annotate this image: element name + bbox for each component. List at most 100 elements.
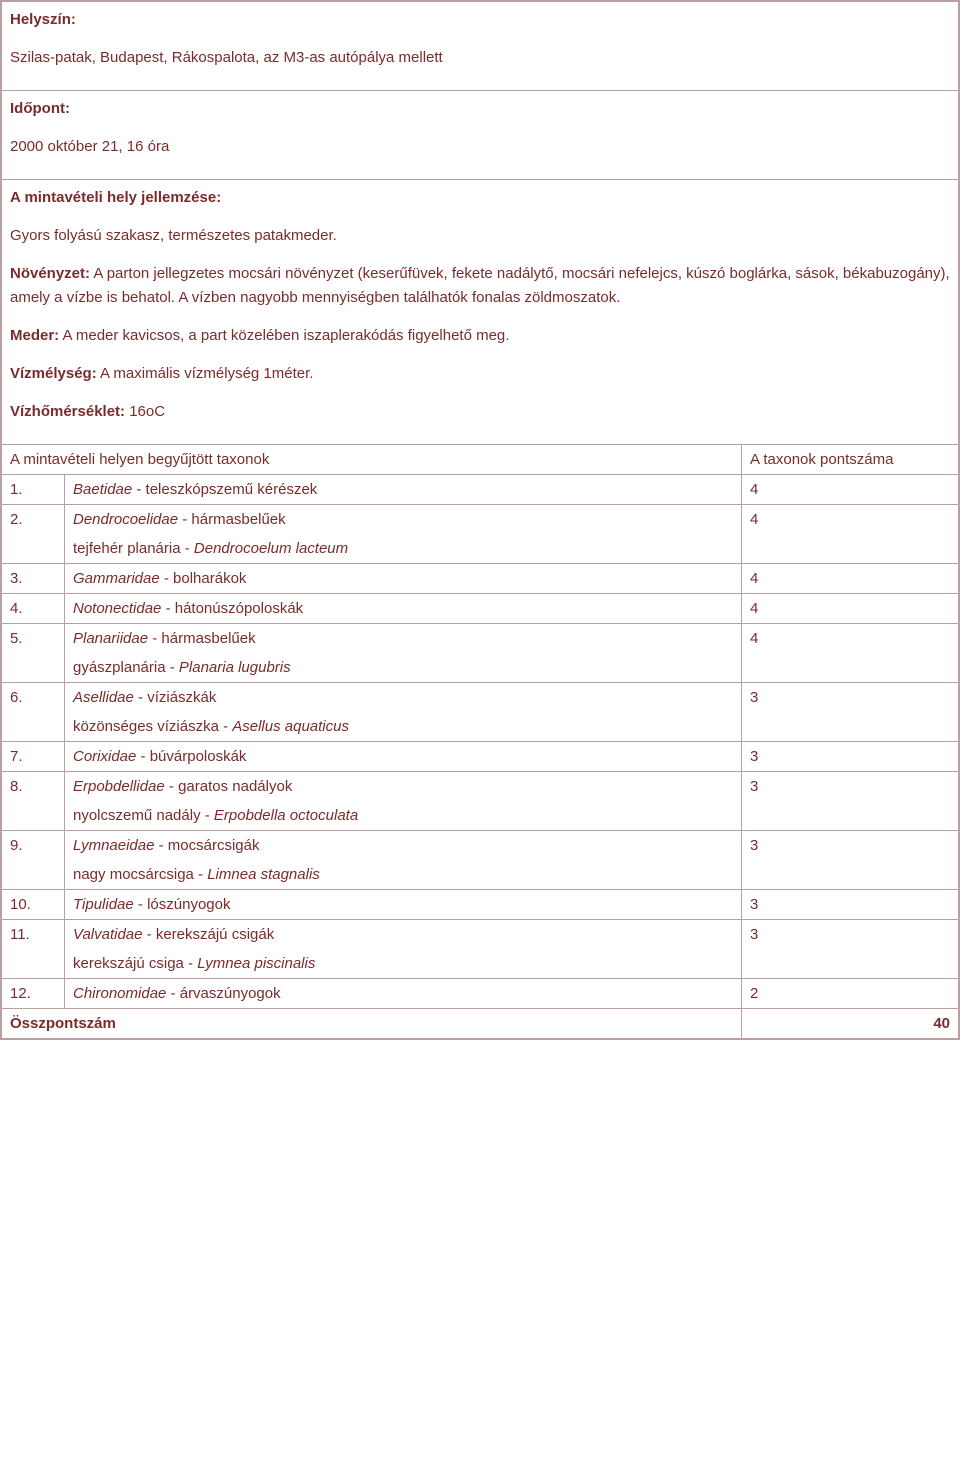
subspecies-cell: nagy mocsárcsiga - Limnea stagnalis (65, 860, 742, 890)
table-row: 4.Notonectidae - hátonúszópoloskák4 (1, 594, 959, 624)
taxon-cell: Dendrocoelidae - hármasbelűek (65, 505, 742, 535)
score-cell: 3 (742, 772, 960, 831)
taxon-common: - árvaszúnyogok (166, 985, 280, 1002)
taxon-common: - hármasbelűek (148, 630, 256, 647)
table-row: 8.Erpobdellidae - garatos nadályok3 (1, 772, 959, 802)
vegetation-body: A parton jellegzetes mocsári növényzet (… (10, 265, 950, 306)
temp-body: 16oC (125, 403, 165, 420)
location-label: Helyszín: (10, 8, 950, 32)
subspecies-cell: nyolcszemű nadály - Erpobdella octoculat… (65, 801, 742, 831)
temp-label: Vízhőmérséklet: (10, 403, 125, 420)
taxon-family: Corixidae (73, 748, 136, 765)
subspecies-prefix: kerekszájú csiga - (73, 955, 197, 972)
depth-text: Vízmélység: A maximális vízmélység 1méte… (10, 362, 950, 386)
depth-body: A maximális vízmélység 1méter. (97, 365, 314, 382)
score-cell: 4 (742, 594, 960, 624)
description-block: A mintavételi hely jellemzése: Gyors fol… (1, 180, 959, 445)
time-block: Időpont: 2000 október 21, 16 óra (1, 91, 959, 180)
subspecies-name: Limnea stagnalis (207, 866, 320, 883)
sum-label: Összpontszám (1, 1009, 742, 1040)
taxon-common: - hátonúszópoloskák (161, 600, 303, 617)
time-label: Időpont: (10, 97, 950, 121)
taxon-family: Chironomidae (73, 985, 166, 1002)
meder-label: Meder: (10, 327, 59, 344)
subspecies-cell: kerekszájú csiga - Lymnea piscinalis (65, 949, 742, 979)
row-number: 8. (1, 772, 65, 831)
table-row: 2.Dendrocoelidae - hármasbelűek4 (1, 505, 959, 535)
table-row: 1. Baetidae - teleszkópszemű kérészek 4 (1, 475, 959, 505)
row-number: 2. (1, 505, 65, 564)
taxon-common: - bolharákok (160, 570, 247, 587)
score-cell: 4 (742, 564, 960, 594)
taxon-common: - víziászkák (134, 689, 217, 706)
subspecies-name: Asellus aquaticus (232, 718, 349, 735)
subspecies-name: Dendrocoelum lacteum (194, 540, 348, 557)
subspecies-name: Erpobdella octoculata (214, 807, 358, 824)
document-table: Helyszín: Szilas-patak, Budapest, Rákosp… (0, 0, 960, 1040)
taxon-family: Notonectidae (73, 600, 161, 617)
taxon-cell: Gammaridae - bolharákok (65, 564, 742, 594)
score-cell: 3 (742, 920, 960, 979)
table-row: 7.Corixidae - búvárpoloskák3 (1, 742, 959, 772)
table-row: 9.Lymnaeidae - mocsárcsigák3 (1, 831, 959, 861)
row-number: 12. (1, 979, 65, 1009)
meder-text: Meder: A meder kavicsos, a part közelébe… (10, 324, 950, 348)
taxon-common: - lószúnyogok (134, 896, 231, 913)
depth-label: Vízmélység: (10, 365, 97, 382)
subspecies-cell: gyászplanária - Planaria lugubris (65, 653, 742, 683)
score-header: A taxonok pontszáma (742, 445, 960, 475)
taxon-family: Asellidae (73, 689, 134, 706)
row-number: 7. (1, 742, 65, 772)
taxon-header: A mintavételi helyen begyűjtött taxonok (1, 445, 742, 475)
taxon-cell: Chironomidae - árvaszúnyogok (65, 979, 742, 1009)
taxon-family: Tipulidae (73, 896, 134, 913)
taxon-cell: Planariidae - hármasbelűek (65, 624, 742, 654)
table-row: 6.Asellidae - víziászkák3 (1, 683, 959, 713)
score-cell: 2 (742, 979, 960, 1009)
subspecies-prefix: nyolcszemű nadály - (73, 807, 214, 824)
location-block: Helyszín: Szilas-patak, Budapest, Rákosp… (1, 1, 959, 91)
subspecies-prefix: nagy mocsárcsiga - (73, 866, 207, 883)
taxon-cell: Asellidae - víziászkák (65, 683, 742, 713)
taxon-family: Lymnaeidae (73, 837, 154, 854)
score-cell: 3 (742, 890, 960, 920)
subspecies-cell: tejfehér planária - Dendrocoelum lacteum (65, 534, 742, 564)
taxon-cell: Lymnaeidae - mocsárcsigák (65, 831, 742, 861)
taxon-cell: Tipulidae - lószúnyogok (65, 890, 742, 920)
vegetation-text: Növényzet: A parton jellegzetes mocsári … (10, 262, 950, 310)
score-cell: 4 (742, 505, 960, 564)
table-row: 10.Tipulidae - lószúnyogok3 (1, 890, 959, 920)
row-number: 10. (1, 890, 65, 920)
row-number: 4. (1, 594, 65, 624)
row-number: 9. (1, 831, 65, 890)
taxon-common: - hármasbelűek (178, 511, 286, 528)
time-text: 2000 október 21, 16 óra (10, 135, 950, 159)
char-label: A mintavételi hely jellemzése: (10, 186, 950, 210)
table-row: 5.Planariidae - hármasbelűek4 (1, 624, 959, 654)
meder-body: A meder kavicsos, a part közelében iszap… (59, 327, 509, 344)
score-cell: 4 (742, 475, 960, 505)
table-row: 11.Valvatidae - kerekszájú csigák3 (1, 920, 959, 950)
char-text: Gyors folyású szakasz, természetes patak… (10, 224, 950, 248)
row-number: 5. (1, 624, 65, 683)
vegetation-label: Növényzet: (10, 265, 90, 282)
row-number: 1. (1, 475, 65, 505)
row-number: 3. (1, 564, 65, 594)
taxon-family: Planariidae (73, 630, 148, 647)
location-text: Szilas-patak, Budapest, Rákospalota, az … (10, 46, 950, 70)
taxon-family: Erpobdellidae (73, 778, 165, 795)
row-number: 11. (1, 920, 65, 979)
taxon-cell: Notonectidae - hátonúszópoloskák (65, 594, 742, 624)
taxon-cell: Erpobdellidae - garatos nadályok (65, 772, 742, 802)
score-cell: 4 (742, 624, 960, 683)
taxon-family: Valvatidae (73, 926, 143, 943)
taxon-common: - teleszkópszemű kérészek (132, 481, 317, 498)
score-cell: 3 (742, 831, 960, 890)
taxon-cell: Corixidae - búvárpoloskák (65, 742, 742, 772)
taxon-cell: Valvatidae - kerekszájú csigák (65, 920, 742, 950)
table-row: 3.Gammaridae - bolharákok4 (1, 564, 959, 594)
sum-value: 40 (742, 1009, 960, 1040)
score-cell: 3 (742, 683, 960, 742)
taxon-family: Baetidae (73, 481, 132, 498)
table-row: 12.Chironomidae - árvaszúnyogok2 (1, 979, 959, 1009)
